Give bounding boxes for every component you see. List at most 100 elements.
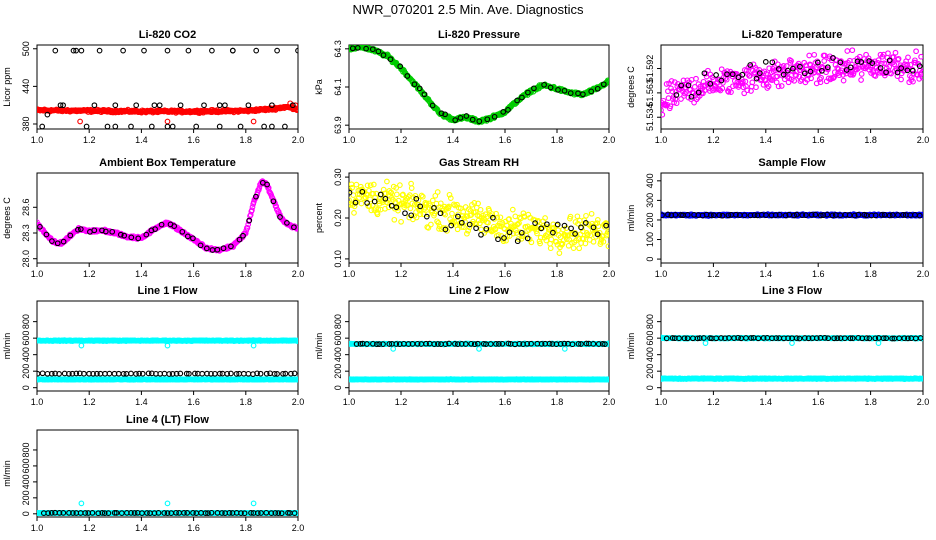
data-point: [604, 229, 609, 236]
data-point: [413, 195, 420, 202]
data-point: [143, 231, 150, 238]
data-point: [77, 226, 84, 232]
x-tick-label: 1.4: [135, 397, 148, 407]
data-point: [919, 212, 923, 219]
data-point: [263, 370, 270, 377]
data-point: [489, 211, 496, 217]
data-point: [820, 212, 827, 218]
data-point: [580, 91, 586, 98]
data-point: [39, 370, 46, 377]
y-tick-label: 51.592: [645, 55, 655, 83]
data-point: [785, 79, 792, 86]
y-tick-label: 0: [645, 385, 655, 390]
y-tick-label: 600: [333, 331, 343, 346]
data-point: [693, 75, 699, 82]
data-point: [185, 47, 192, 54]
data-point: [516, 220, 522, 226]
data-point: [708, 212, 714, 219]
data-point: [158, 221, 165, 228]
data-point: [920, 211, 923, 218]
data-point: [435, 220, 442, 226]
data-point: [799, 212, 806, 218]
data-point: [402, 210, 408, 217]
data-point: [442, 211, 449, 218]
x-tick-label: 1.0: [31, 397, 44, 407]
x-tick-label: 1.8: [551, 135, 564, 145]
data-point: [349, 184, 355, 191]
data-point: [744, 87, 751, 94]
data-point: [145, 370, 152, 377]
data-point: [836, 72, 843, 79]
data-point: [882, 72, 888, 79]
data-point: [249, 207, 255, 214]
data-point: [386, 341, 393, 347]
data-point: [246, 217, 253, 224]
data-point: [421, 91, 428, 98]
data-point: [104, 123, 111, 129]
data-point: [284, 220, 290, 226]
data-point: [514, 238, 521, 245]
data-point: [358, 200, 365, 207]
data-point: [557, 341, 564, 347]
data-point: [156, 102, 163, 109]
data-point: [898, 65, 905, 71]
data-point: [499, 340, 506, 347]
data-point: [828, 75, 834, 81]
data-point: [371, 198, 378, 205]
data-point: [454, 341, 461, 347]
data-point: [117, 231, 124, 238]
data-point: [471, 341, 478, 348]
data-point: [141, 47, 147, 54]
x-tick-label: 1.0: [655, 397, 668, 407]
data-point: [606, 78, 609, 85]
data-point: [69, 370, 76, 377]
data-point: [139, 370, 146, 377]
chart-title: Gas Stream RH: [439, 157, 519, 169]
data-point: [671, 99, 677, 106]
y-tick-label: 100: [645, 232, 655, 247]
data-point: [216, 102, 223, 109]
data-point: [568, 239, 575, 246]
data-point: [837, 59, 844, 66]
data-point: [501, 235, 507, 241]
data-point: [496, 220, 503, 227]
data-point: [460, 209, 467, 215]
data-point: [250, 342, 257, 349]
series-temp-black: [673, 55, 923, 100]
y-tick-label: 200: [21, 364, 31, 379]
x-tick-label: 1.8: [240, 269, 253, 279]
data-point: [791, 77, 798, 84]
data-point: [747, 62, 754, 68]
data-point: [780, 71, 787, 78]
y-tick-label: 300: [645, 193, 655, 208]
data-point: [408, 180, 414, 187]
data-point: [595, 223, 602, 230]
data-point: [525, 89, 531, 96]
data-point: [771, 58, 778, 65]
x-tick-label: 1.8: [864, 269, 877, 279]
x-tick-label: 1.4: [135, 135, 148, 145]
y-tick-label: 0: [333, 385, 343, 390]
data-point: [73, 47, 79, 54]
data-point: [855, 65, 861, 72]
data-point: [244, 225, 251, 231]
data-point: [136, 370, 143, 377]
data-point: [451, 201, 457, 208]
data-point: [418, 192, 425, 199]
data-point: [463, 113, 470, 119]
y-tick-label: 51.563: [645, 79, 655, 107]
data-point: [201, 102, 207, 109]
y-axis-label: ml/min: [2, 333, 12, 360]
chart-title: Li-820 Pressure: [438, 29, 520, 41]
data-point: [594, 220, 601, 226]
data-point: [475, 200, 481, 207]
data-point: [423, 340, 429, 347]
y-axis-label: ml/min: [626, 333, 636, 360]
data-point: [275, 208, 282, 215]
data-point: [446, 203, 452, 210]
data-point: [725, 212, 732, 219]
data-point: [665, 95, 672, 101]
data-point: [462, 341, 469, 347]
data-point: [765, 83, 772, 90]
